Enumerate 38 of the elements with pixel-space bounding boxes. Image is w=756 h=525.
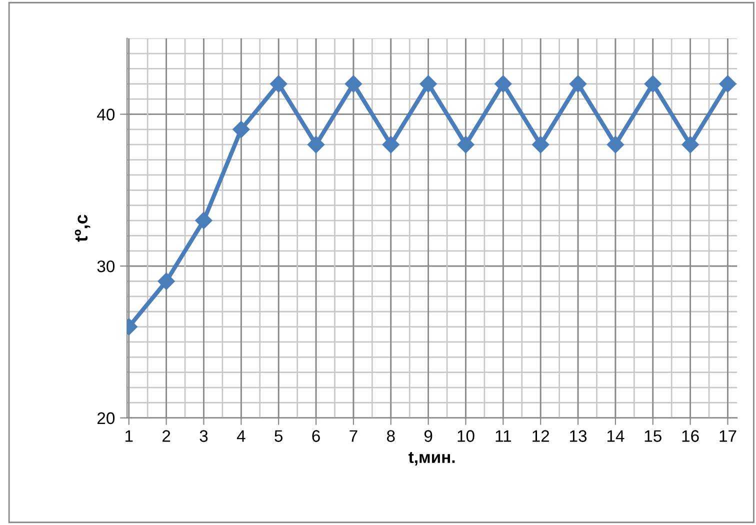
x-tick-label: 6 (312, 430, 320, 442)
x-tick-label: 7 (350, 430, 358, 442)
point (532, 136, 550, 154)
point (719, 75, 736, 92)
point (195, 212, 212, 230)
x-tick-label: 13 (570, 430, 587, 442)
x-tick-label: 9 (424, 430, 432, 442)
x-tick-label: 11 (496, 430, 512, 442)
x-axis-title: t,мин. (408, 452, 455, 466)
point (270, 75, 288, 92)
point (232, 120, 250, 138)
x-tick-label: 8 (386, 430, 395, 442)
point (382, 136, 400, 154)
point (644, 75, 662, 92)
point (682, 136, 699, 154)
x-tick-label: 10 (458, 430, 474, 442)
x-tick-label: 15 (644, 430, 662, 442)
y-tick-label: 40 (97, 108, 115, 120)
x-tick-label: 12 (532, 430, 550, 442)
point (307, 136, 325, 154)
point (158, 272, 175, 290)
x-tick-label: 5 (274, 430, 283, 442)
point (420, 75, 437, 92)
x-tick-label: 3 (200, 430, 208, 442)
point (606, 136, 624, 154)
point (569, 75, 587, 92)
point (344, 75, 362, 92)
y-tick-label: 30 (97, 260, 115, 272)
x-tick-label: 1 (126, 430, 133, 442)
x-tick-label: 17 (720, 430, 736, 442)
x-tick-label: 4 (236, 430, 246, 442)
x-tick-label: 16 (682, 430, 699, 442)
y-axis-title: tº,c (74, 214, 90, 242)
x-tick-label: 2 (162, 430, 170, 442)
point (494, 75, 512, 92)
x-tick-label: 14 (607, 430, 624, 442)
point (457, 136, 474, 154)
y-tick-label: 20 (98, 412, 115, 424)
